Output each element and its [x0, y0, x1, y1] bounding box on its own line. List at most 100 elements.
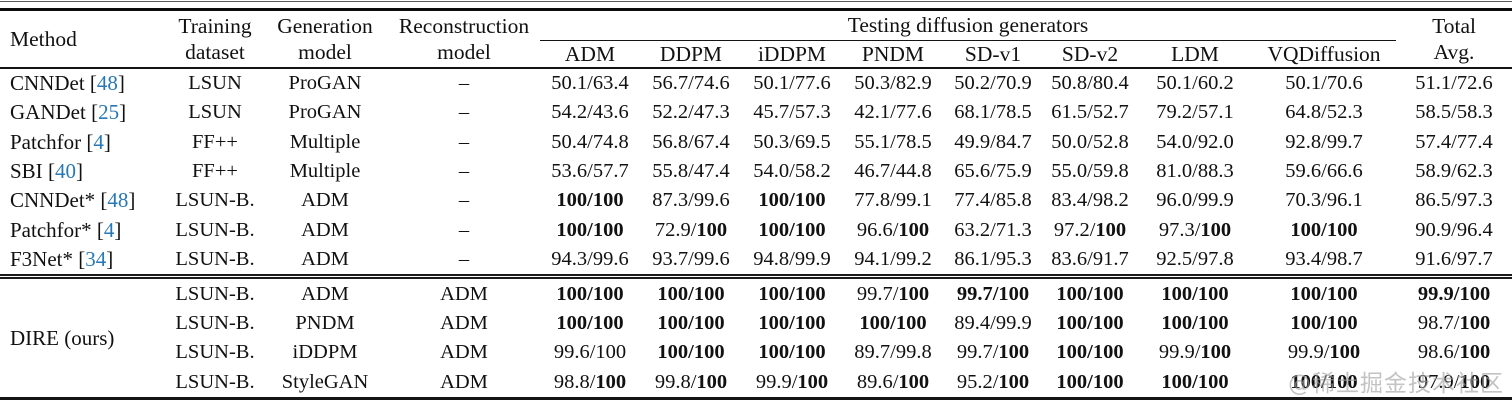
method-name: GANDet — [10, 100, 86, 125]
acc-value: 100 — [592, 218, 624, 241]
citation-number[interactable]: 4 — [93, 129, 104, 154]
score-slash: / — [789, 189, 795, 212]
ap-value: 94.1 — [854, 248, 891, 271]
citation-number[interactable]: 34 — [85, 247, 107, 272]
ap-value: 99.9 — [1417, 282, 1454, 305]
score-slash: / — [890, 71, 896, 94]
ap-value: 92.5 — [1156, 248, 1193, 271]
score-slash: / — [890, 312, 896, 335]
score-slash: / — [892, 370, 899, 393]
score-slash: / — [1087, 282, 1093, 305]
method-name: SBI — [10, 159, 43, 184]
acc-value: 77.6 — [895, 101, 932, 124]
score-cell: 64.8/52.3 — [1252, 98, 1396, 127]
score-cell: 100/100 — [540, 186, 640, 215]
generation-model-cell: ProGAN — [288, 101, 362, 124]
acc-value: 100 — [1092, 341, 1124, 364]
method-name: Patchfor — [10, 129, 82, 154]
acc-value: 100 — [1095, 218, 1127, 241]
score-cell: 100/100 — [540, 277, 640, 309]
ap-value: 50.8 — [1051, 71, 1088, 94]
citation-bracket-close: ] — [114, 217, 122, 242]
acc-value: 97.8 — [1197, 248, 1234, 271]
score-slash: / — [1321, 248, 1327, 271]
citation-number[interactable]: 25 — [98, 100, 120, 125]
acc-value: 100 — [998, 370, 1030, 393]
citation-number[interactable]: 40 — [54, 159, 76, 184]
ap-value: 89.6 — [856, 370, 893, 393]
col-header-generation-line1: Generation — [277, 13, 373, 38]
score-cell: 72.9/100 — [640, 216, 742, 245]
col-header-reconstruction-model: Reconstruction model — [388, 11, 540, 69]
ap-value: 57.4 — [1415, 130, 1452, 153]
score-slash: / — [1451, 160, 1457, 183]
citation-number[interactable]: 4 — [103, 217, 115, 242]
score-cell: 56.8/67.4 — [640, 128, 742, 157]
score-slash: / — [688, 130, 694, 153]
dire-method-cell: DIRE (ours) — [10, 325, 115, 350]
ap-value: 63.2 — [954, 218, 991, 241]
acc-value: 100 — [794, 282, 826, 305]
results-table: Method Training dataset Generation model… — [0, 11, 1512, 397]
acc-value: 57.1 — [1197, 101, 1234, 124]
col-header-reconstruction-line2: model — [437, 39, 491, 64]
score-cell: 50.1/70.6 — [1252, 68, 1396, 98]
ap-value: 77.8 — [854, 189, 891, 212]
ap-value: 99.9 — [755, 370, 792, 393]
acc-value: 99.1 — [895, 189, 932, 212]
score-cell: 99.9/100 — [1396, 277, 1512, 309]
acc-value: 100 — [1092, 312, 1124, 335]
score-cell: 96.6/100 — [842, 216, 944, 245]
score-slash: / — [789, 312, 795, 335]
score-cell: 50.1/63.4 — [540, 68, 640, 98]
score-slash: / — [890, 101, 896, 124]
acc-value: 100 — [898, 282, 930, 305]
score-slash: / — [791, 370, 798, 393]
score-slash: / — [992, 341, 999, 364]
citation-number[interactable]: 48 — [107, 188, 129, 213]
score-slash: / — [1194, 341, 1201, 364]
ap-value: 50.1 — [753, 71, 790, 94]
ap-value: 93.7 — [652, 248, 689, 271]
score-cell: 50.1/60.2 — [1138, 68, 1252, 98]
score-slash: / — [1192, 160, 1198, 183]
acc-value: 62.3 — [1456, 160, 1493, 183]
ap-value: 96.6 — [856, 218, 893, 241]
ap-value: 98.6 — [1417, 341, 1454, 364]
citation-bracket-close: ] — [117, 70, 125, 95]
score-cell: 46.7/44.8 — [842, 157, 944, 186]
citation-bracket-open: [ — [86, 129, 94, 154]
table-row: CNNDet* [48] LSUN-B. ADM –100/100 87.3/99.6 1… — [0, 186, 1512, 215]
score-slash: / — [1087, 341, 1093, 364]
acc-value: 63.4 — [592, 71, 629, 94]
reconstruction-model-cell: ADM — [440, 312, 488, 335]
acc-value: 71.3 — [995, 218, 1032, 241]
score-slash: / — [990, 101, 996, 124]
method-cell: F3Net* [34] — [0, 245, 168, 280]
acc-value: 97.7 — [1456, 248, 1493, 271]
score-cell: 99.6/100 — [540, 338, 640, 367]
score-cell: 100/100 — [1042, 309, 1138, 338]
training-dataset-cell: LSUN-B. — [175, 189, 255, 212]
ap-value: 52.2 — [652, 101, 689, 124]
ap-value: 94.3 — [551, 248, 588, 271]
ap-value: 100 — [657, 282, 689, 305]
acc-value: 43.6 — [592, 101, 629, 124]
score-slash: / — [1192, 130, 1198, 153]
score-slash: / — [688, 341, 694, 364]
ap-value: 100 — [1290, 218, 1322, 241]
score-slash: / — [690, 370, 697, 393]
ap-value: 59.6 — [1285, 160, 1322, 183]
score-slash: / — [1087, 189, 1093, 212]
score-slash: / — [992, 370, 999, 393]
citation-number[interactable]: 48 — [96, 70, 118, 95]
score-cell: 100/100 — [1252, 368, 1396, 397]
score-slash: / — [587, 71, 593, 94]
acc-value: 99.8 — [895, 341, 932, 364]
table-top-rules — [0, 0, 1512, 11]
score-slash: / — [1192, 248, 1198, 271]
ap-value: 50.4 — [551, 130, 588, 153]
score-cell: 100/100 — [742, 309, 842, 338]
ap-value: 58.5 — [1415, 101, 1452, 124]
col-header-total-line1: Total — [1432, 13, 1476, 38]
